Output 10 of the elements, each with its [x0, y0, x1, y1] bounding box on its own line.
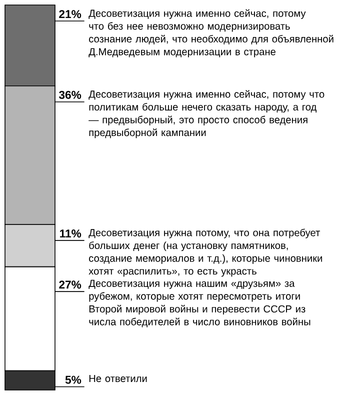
text: Не ответили [89, 374, 147, 382]
text: Десоветизация нужна потому, что она потребует больших денег (на установку памятников, создание мемориалов и т.д.), которые чиновники хотят «распилить», то есть украсть [88, 228, 322, 277]
data-label: 11% [60, 230, 82, 238]
data-label: 5% [65, 376, 82, 384]
data-label: 21% [59, 10, 82, 18]
text: Десоветизация нужна нашим «друзьям» за рубежом, которые хотят пересмотреть итоги Второй мировой войны и перевести СССР из числа победителей в число виновников войны [88, 280, 310, 328]
data-label: 36% [58, 90, 82, 99]
text: Десоветизация нужна именно сейчас, потому что политикам больше нечего сказать народу, а год — предвыборный, это просто способ ведения предвыборной кампании [88, 90, 324, 138]
text: Десоветизация нужна именно сейчас, потому что без нее невозможно модернизировать сознание людей, что необходимо для объявленной Д.Медведевым модернизации в стране [88, 9, 334, 58]
data-label: 27% [59, 280, 82, 289]
